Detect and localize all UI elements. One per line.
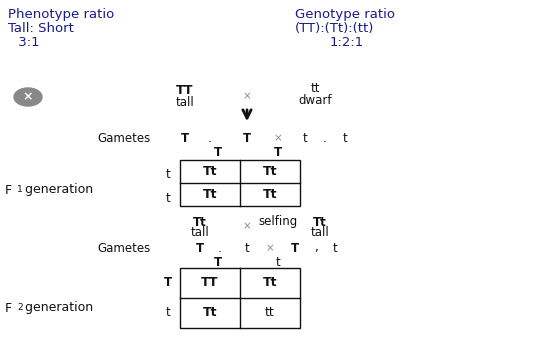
Text: T: T (243, 132, 251, 144)
Text: ×: × (23, 90, 33, 103)
Text: T: T (164, 275, 172, 288)
Text: ,: , (314, 241, 318, 255)
Text: ×: × (265, 243, 274, 253)
Text: Genotype ratio: Genotype ratio (295, 8, 395, 21)
Text: generation: generation (21, 184, 93, 197)
Text: Tall: Short: Tall: Short (8, 22, 74, 35)
Text: dwarf: dwarf (298, 94, 332, 107)
Text: T: T (214, 256, 222, 269)
Text: Tt: Tt (193, 215, 207, 228)
Text: t: t (333, 241, 337, 255)
Text: F: F (5, 301, 12, 315)
Text: t: t (343, 132, 348, 144)
Text: Tt: Tt (203, 306, 217, 319)
Text: Tt: Tt (263, 276, 277, 289)
Text: Gametes: Gametes (97, 241, 150, 255)
Text: (TT):(Tt):(tt): (TT):(Tt):(tt) (295, 22, 374, 35)
Text: T: T (196, 241, 204, 255)
Text: t: t (245, 241, 249, 255)
Text: F: F (5, 184, 12, 197)
Text: tt: tt (310, 82, 320, 95)
Text: 1:2:1: 1:2:1 (330, 36, 364, 49)
Text: 2: 2 (17, 304, 22, 312)
Text: t: t (276, 256, 280, 269)
Text: tall: tall (191, 226, 209, 239)
Text: .: . (208, 132, 212, 144)
Text: Gametes: Gametes (97, 132, 150, 144)
Text: ×: × (273, 133, 282, 143)
Text: Tt: Tt (203, 165, 217, 178)
Bar (180, 268, 300, 328)
Text: .: . (323, 132, 327, 144)
Text: TT: TT (201, 276, 219, 289)
Text: tall: tall (176, 96, 195, 109)
Text: T: T (274, 145, 282, 158)
Text: selfing: selfing (259, 215, 297, 228)
Text: 1: 1 (17, 185, 23, 195)
Text: TT: TT (176, 84, 194, 97)
Text: .: . (218, 241, 222, 255)
Text: Tt: Tt (263, 165, 277, 178)
Text: t: t (303, 132, 308, 144)
Text: t: t (166, 191, 171, 204)
Bar (180, 160, 300, 206)
Text: T: T (214, 145, 222, 158)
Text: Phenotype ratio: Phenotype ratio (8, 8, 114, 21)
Text: Tt: Tt (263, 188, 277, 201)
Text: tt: tt (265, 306, 275, 319)
Text: T: T (181, 132, 189, 144)
Text: T: T (291, 241, 299, 255)
Text: t: t (166, 168, 171, 181)
Text: tall: tall (311, 226, 329, 239)
Text: Tt: Tt (203, 188, 217, 201)
Ellipse shape (14, 88, 42, 106)
Text: t: t (166, 305, 171, 318)
Text: Tt: Tt (313, 215, 327, 228)
Text: generation: generation (21, 301, 93, 315)
Text: ×: × (243, 221, 252, 231)
Text: ×: × (243, 91, 252, 101)
Text: 3:1: 3:1 (14, 36, 39, 49)
